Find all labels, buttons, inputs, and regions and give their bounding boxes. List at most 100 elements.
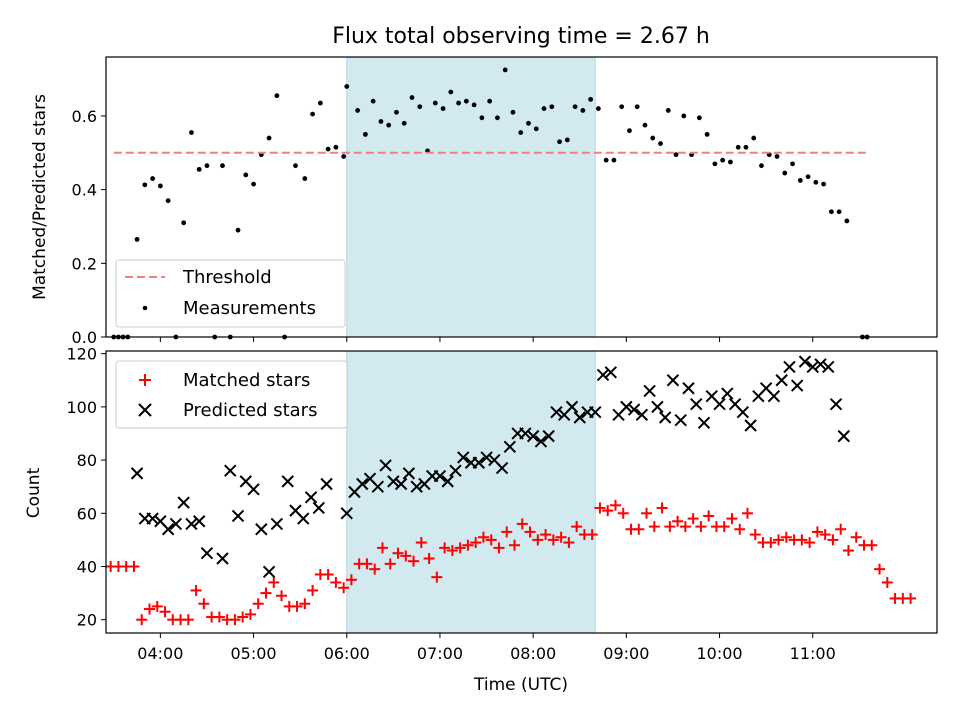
predicted-marker-b <box>682 382 695 395</box>
measurement-point <box>479 115 485 121</box>
predicted-marker-b <box>387 475 400 488</box>
matched-star-point <box>268 576 280 588</box>
matched-star-point <box>827 534 839 546</box>
measurement-point <box>196 166 202 172</box>
matched-star-point <box>648 521 660 533</box>
predicted-marker-b <box>200 546 214 560</box>
measurement-point <box>533 126 539 132</box>
measurement-point <box>595 106 601 111</box>
predicted-marker-b <box>658 411 672 424</box>
measurement-point <box>409 95 415 100</box>
top-y-tick-label: 0.6 <box>72 107 97 126</box>
matched-star-point <box>408 555 420 567</box>
measurement-point <box>150 176 155 181</box>
predicted-star-point <box>340 507 353 520</box>
predicted-star-point <box>177 496 190 509</box>
measurement-point <box>293 163 298 169</box>
measurement-point <box>251 181 256 187</box>
predicted-marker-b <box>371 480 385 493</box>
measurement-point <box>378 119 384 124</box>
measurement-point <box>341 154 347 159</box>
chart-title: Flux total observing time = 2.67 h <box>332 24 710 49</box>
predicted-star-point <box>503 440 517 453</box>
predicted-marker-b <box>519 427 532 440</box>
predicted-star-point <box>783 360 796 374</box>
predicted-star-point <box>651 400 664 414</box>
matched-star-point <box>291 600 303 612</box>
bottom-x-tick-label: 05:00 <box>231 644 277 663</box>
measurement-point <box>448 89 454 95</box>
measurement-point <box>370 98 376 104</box>
matched-star-point <box>664 521 676 533</box>
matched-star-point <box>338 582 350 594</box>
matched-star-point <box>299 598 311 610</box>
matched-star-point <box>726 513 738 525</box>
measurement-point <box>813 179 819 185</box>
predicted-marker-b <box>736 405 750 419</box>
matched-star-point <box>345 574 357 586</box>
predicted-marker-b <box>363 472 377 485</box>
matched-star-point <box>190 584 202 596</box>
measurement-point <box>310 111 315 117</box>
measurement-point <box>518 130 524 135</box>
matched-star-point <box>804 537 816 549</box>
matched-star-point <box>586 529 598 541</box>
predicted-marker-b <box>488 453 501 467</box>
legend-threshold-label: Threshold <box>182 267 272 288</box>
bottom-x-tick-label: 07:00 <box>417 644 463 663</box>
predicted-star-point <box>379 459 392 472</box>
predicted-star-point <box>312 501 326 515</box>
predicted-marker-b <box>550 405 563 419</box>
measurement-point <box>619 104 625 110</box>
measurement-point <box>510 109 516 115</box>
matched-star-point <box>516 518 528 530</box>
measurement-point <box>317 100 323 106</box>
matched-star-point <box>633 523 645 535</box>
predicted-star-point <box>604 366 618 379</box>
matched-star-point <box>679 521 691 533</box>
predicted-star-point <box>526 429 540 443</box>
matched-star-point <box>672 515 684 527</box>
predicted-marker-b <box>255 523 268 536</box>
predicted-star-point <box>775 374 788 387</box>
predicted-marker-b <box>320 477 333 491</box>
legend-predicted-label: Predicted stars <box>183 400 317 421</box>
predicted-star-point <box>304 491 318 504</box>
predicted-marker-b <box>534 435 548 448</box>
predicted-marker-b <box>356 477 369 491</box>
bottom-x-tick-label: 10:00 <box>696 644 742 663</box>
matched-star-point <box>361 558 373 570</box>
predicted-marker-b <box>480 451 493 464</box>
predicted-star-point <box>130 467 144 480</box>
predicted-star-point <box>161 523 175 536</box>
measurement-point <box>774 154 780 159</box>
legend-measurements-swatch <box>142 305 148 311</box>
measurement-point <box>362 131 368 137</box>
measurement-point <box>805 174 811 180</box>
matched-star-point <box>765 537 777 549</box>
predicted-marker-b <box>262 565 276 579</box>
predicted-star-point <box>247 483 260 496</box>
predicted-marker-b <box>783 360 796 374</box>
matched-star-point <box>532 534 544 546</box>
predicted-star-point <box>270 517 284 531</box>
predicted-star-point <box>231 509 245 523</box>
matched-star-point <box>415 537 427 549</box>
predicted-star-point <box>356 477 369 491</box>
predicted-star-point <box>829 398 843 411</box>
measurement-point <box>243 172 249 178</box>
matched-star-point <box>252 598 264 610</box>
measurement-point <box>564 137 570 143</box>
measurement-point <box>401 120 407 126</box>
predicted-marker-b <box>589 405 602 419</box>
top-y-tick-label: 0.0 <box>72 328 97 347</box>
predicted-star-point <box>674 413 687 427</box>
bottom-y-tick-label: 40 <box>77 557 97 576</box>
predicted-marker-b <box>721 387 734 400</box>
predicted-star-point <box>200 546 214 560</box>
predicted-star-point <box>320 477 333 491</box>
matched-star-point <box>136 614 148 626</box>
predicted-star-point <box>837 429 851 443</box>
predicted-marker-b <box>185 517 198 531</box>
matched-star-point <box>905 592 917 604</box>
